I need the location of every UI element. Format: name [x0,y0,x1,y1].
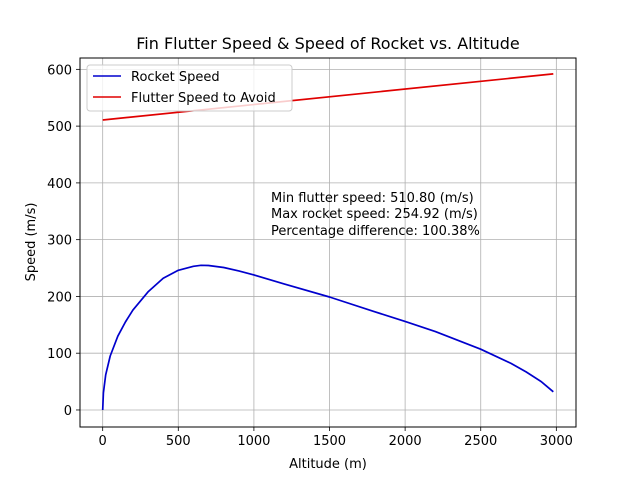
y-tick-label: 100 [47,347,72,362]
x-tick-label: 1000 [237,434,270,449]
legend-frame [86,64,293,112]
y-tick-label: 200 [47,290,72,305]
y-axis-label: Speed (m/s) [24,203,39,282]
y-tick-label: 500 [47,120,72,135]
annotation-min-flutter: Min flutter speed: 510.80 (m/s) [271,191,474,206]
x-tick-label: 2500 [464,434,497,449]
chart-title: Fin Flutter Speed & Speed of Rocket vs. … [136,34,520,53]
plot-frame [79,57,577,428]
x-tick-label: 1500 [313,434,346,449]
series-line-flutter-speed-to-avoid [102,73,554,121]
legend: Rocket Speed Flutter Speed to Avoid [86,64,293,112]
x-axis-label: Altitude (m) [289,457,367,472]
y-tick-label: 300 [47,234,72,249]
x-tick-label: 3000 [540,434,573,449]
x-tick-label: 500 [166,434,191,449]
y-tick-label: 600 [47,63,72,78]
x-tick-label: 2000 [389,434,422,449]
annotation-box: Min flutter speed: 510.80 (m/s) Max rock… [271,191,480,239]
annotation-percentage: Percentage difference: 100.38% [271,224,480,239]
ticks: 0 500 1000 1500 2000 2500 3000 0 100 200 300 400 500… [47,63,573,449]
y-tick-label: 0 [64,404,72,419]
series-layer [101,73,554,411]
x-tick-label: 0 [99,434,107,449]
series-line-rocket-speed [101,264,554,411]
legend-label-flutter-speed: Flutter Speed to Avoid [131,91,276,106]
legend-label-rocket-speed: Rocket Speed [131,70,220,85]
y-tick-label: 400 [47,177,72,192]
annotation-max-rocket: Max rocket speed: 254.92 (m/s) [271,207,478,222]
